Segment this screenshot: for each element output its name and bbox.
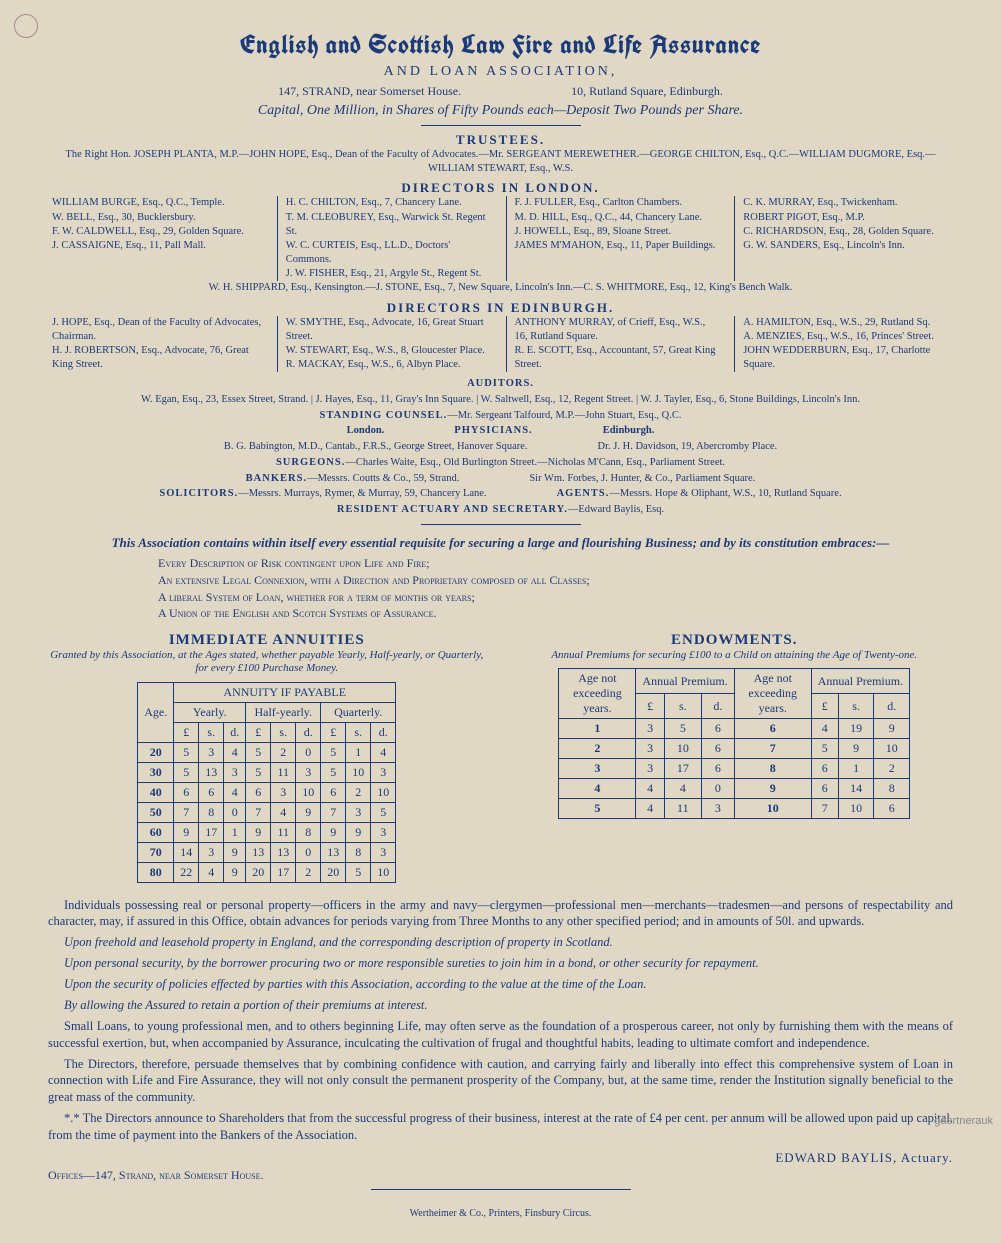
dir-edin-col4: A. HAMILTON, Esq., W.S., 29, Rutland Sq.… bbox=[734, 316, 953, 373]
trustees-head: TRUSTEES. bbox=[48, 132, 953, 148]
dir-edin-col3: ANTHONY MURRAY, of Crieff, Esq., W.S., 1… bbox=[506, 316, 725, 373]
dir-london-col2: H. C. CHILTON, Esq., 7, Chancery Lane. T… bbox=[277, 196, 496, 281]
dir-edin-col1: J. HOPE, Esq., Dean of the Faculty of Ad… bbox=[48, 316, 267, 373]
dir-london-foot: W. H. SHIPPARD, Esq., Kensington.—J. STO… bbox=[48, 281, 953, 295]
watermark: gaertnerauk bbox=[934, 1115, 993, 1127]
annuities-block: IMMEDIATE ANNUITIES Granted by this Asso… bbox=[48, 632, 486, 882]
endowments-table: Age not exceeding years. Annual Premium.… bbox=[558, 668, 910, 819]
endowments-block: ENDOWMENTS. Annual Premiums for securing… bbox=[516, 632, 954, 882]
tables-row: IMMEDIATE ANNUITIES Granted by this Asso… bbox=[48, 632, 953, 882]
document-page: English and Scottish Law Fire and Life A… bbox=[0, 0, 1001, 1243]
table-row: 8022492017220510 bbox=[138, 862, 396, 882]
features-list: Every Description of Risk contingent upo… bbox=[158, 555, 953, 622]
divider bbox=[371, 1189, 631, 1190]
dir-edin-col2: W. SMYTHE, Esq., Advocate, 16, Great Stu… bbox=[277, 316, 496, 373]
capital-line: Capital, One Million, in Shares of Fifty… bbox=[48, 103, 953, 119]
table-row: 331768612 bbox=[559, 759, 910, 779]
subtitle: AND LOAN ASSOCIATION, bbox=[48, 64, 953, 80]
divider bbox=[421, 125, 581, 126]
dir-edin-head: DIRECTORS IN EDINBURGH. bbox=[48, 300, 953, 316]
table-row: 444096148 bbox=[559, 779, 910, 799]
table-row: 54113107106 bbox=[559, 799, 910, 819]
trustees-text: The Right Hon. JOSEPH PLANTA, M.P.—JOHN … bbox=[48, 148, 953, 176]
dir-edin-cols: J. HOPE, Esq., Dean of the Faculty of Ad… bbox=[48, 316, 953, 373]
dir-london-col1: WILLIAM BURGE, Esq., Q.C., Temple. W. BE… bbox=[48, 196, 267, 281]
table-row: 135664199 bbox=[559, 719, 910, 739]
office-line: Offices—147, Strand, near Somerset House… bbox=[48, 1168, 953, 1183]
misc-block: AUDITORS. W. Egan, Esq., 23, Essex Stree… bbox=[48, 376, 953, 518]
signature: EDWARD BAYLIS, Actuary. bbox=[48, 1150, 953, 1166]
table-row: 30513351135103 bbox=[138, 762, 396, 782]
table-row: 4066463106210 bbox=[138, 782, 396, 802]
dir-london-head: DIRECTORS IN LONDON. bbox=[48, 180, 953, 196]
embossed-stamp bbox=[14, 14, 38, 38]
annuities-table: Age. ANNUITY IF PAYABLE Yearly. Half-yea… bbox=[137, 682, 396, 883]
table-row: 6091719118993 bbox=[138, 822, 396, 842]
address-london: 147, STRAND, near Somerset House. bbox=[278, 84, 461, 99]
main-title: English and Scottish Law Fire and Life A… bbox=[48, 28, 953, 62]
body-paragraphs: Individuals possessing real or personal … bbox=[48, 897, 953, 1144]
dir-london-col3: F. J. FULLER, Esq., Carlton Chambers. M.… bbox=[506, 196, 725, 281]
table-row: 701439131301383 bbox=[138, 842, 396, 862]
table-row: 2310675910 bbox=[559, 739, 910, 759]
divider bbox=[421, 524, 581, 525]
dir-london-cols: WILLIAM BURGE, Esq., Q.C., Temple. W. BE… bbox=[48, 196, 953, 281]
table-row: 50780749735 bbox=[138, 802, 396, 822]
dir-london-col4: C. K. MURRAY, Esq., Twickenham. ROBERT P… bbox=[734, 196, 953, 281]
table-row: 20534520514 bbox=[138, 742, 396, 762]
intro-line: This Association contains within itself … bbox=[48, 535, 953, 551]
printer-line: Wertheimer & Co., Printers, Finsbury Cir… bbox=[48, 1208, 953, 1219]
address-edinburgh: 10, Rutland Square, Edinburgh. bbox=[571, 84, 723, 99]
